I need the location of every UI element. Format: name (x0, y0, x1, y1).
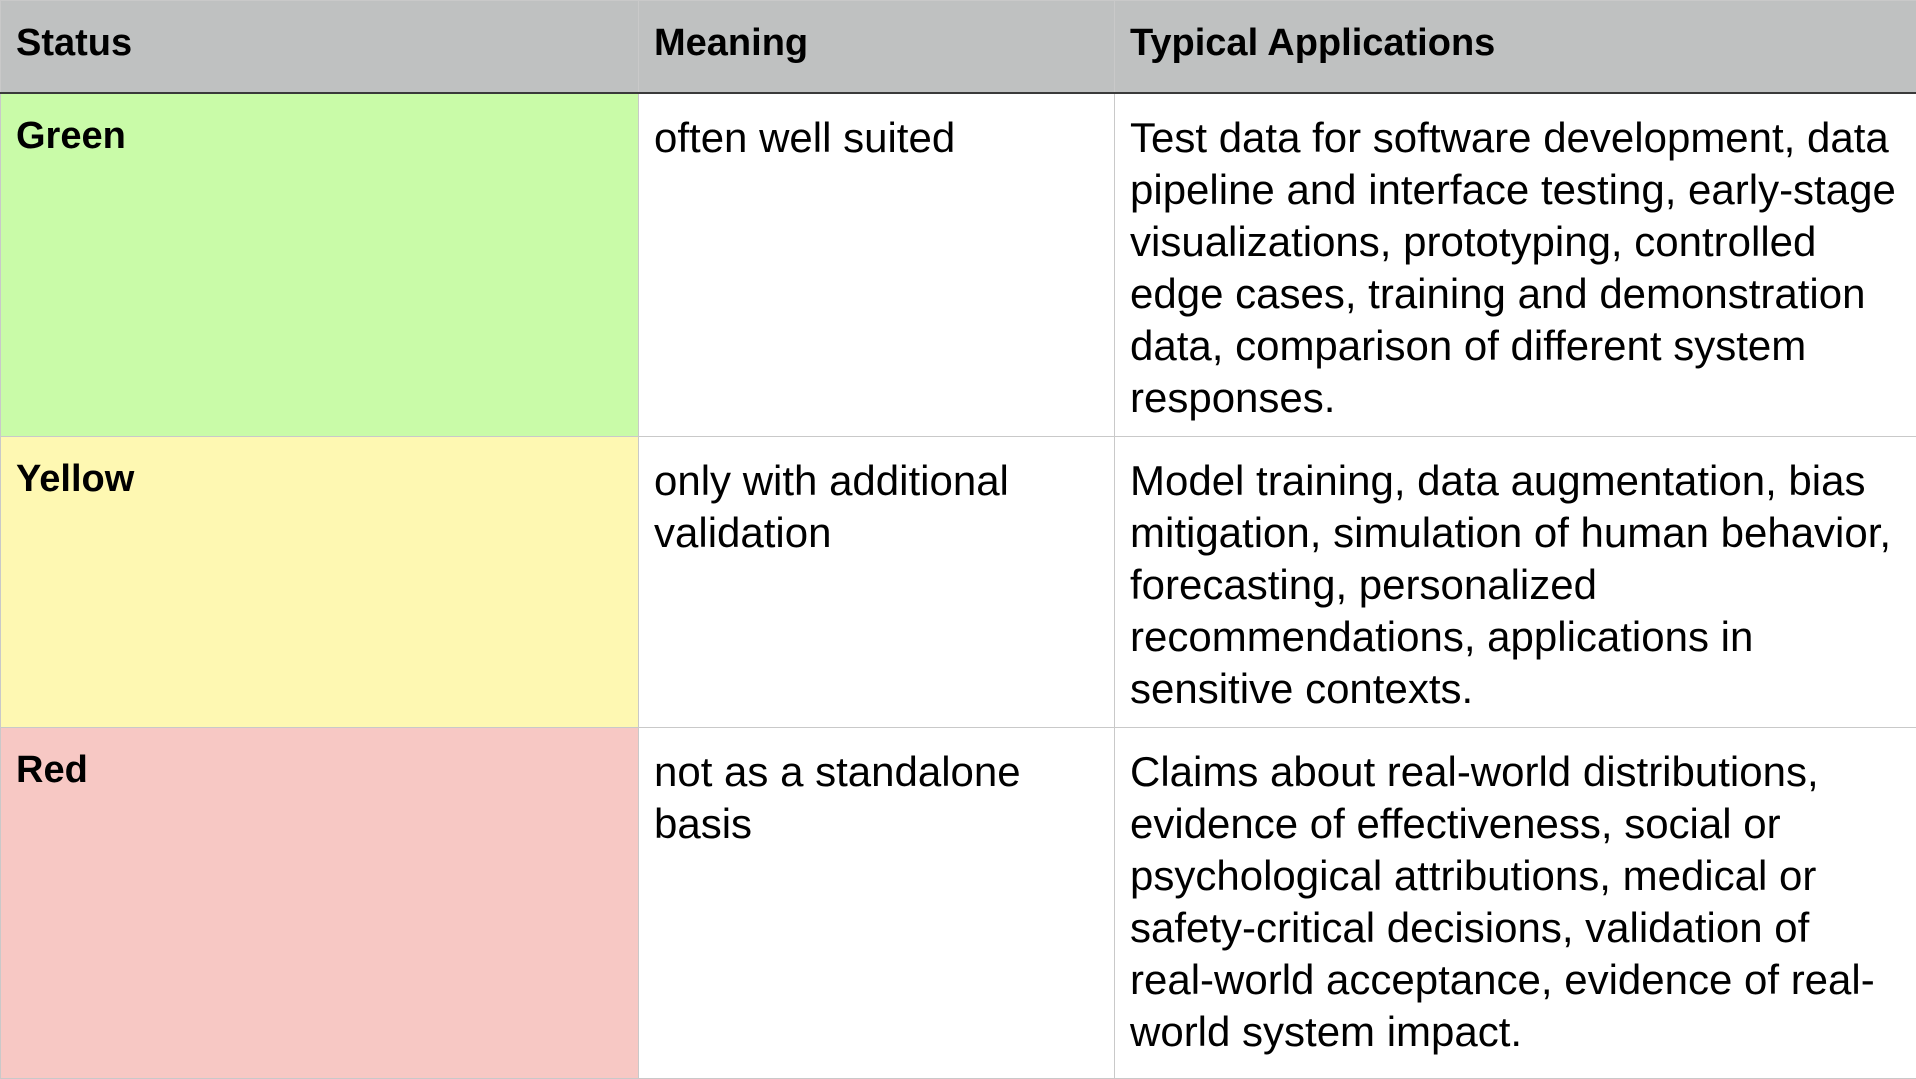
status-cell-yellow: Yellow (1, 437, 639, 728)
header-meaning: Meaning (639, 1, 1115, 93)
applications-cell-green: Test data for software development, data… (1115, 93, 1916, 437)
table-row-yellow: Yellow only with additional validation M… (1, 437, 1916, 728)
status-cell-red: Red (1, 728, 639, 1079)
applications-cell-yellow: Model training, data augmentation, bias … (1115, 437, 1916, 728)
status-cell-green: Green (1, 93, 639, 437)
header-status: Status (1, 1, 639, 93)
meaning-cell-red: not as a standalone basis (639, 728, 1115, 1079)
applications-cell-red: Claims about real-world distributions, e… (1115, 728, 1916, 1079)
table-row-green: Green often well suited Test data for so… (1, 93, 1916, 437)
meaning-cell-yellow: only with additional validation (639, 437, 1115, 728)
meaning-cell-green: often well suited (639, 93, 1115, 437)
table-row-red: Red not as a standalone basis Claims abo… (1, 728, 1916, 1079)
header-applications: Typical Applications (1115, 1, 1916, 93)
header-row: Status Meaning Typical Applications (1, 1, 1916, 93)
